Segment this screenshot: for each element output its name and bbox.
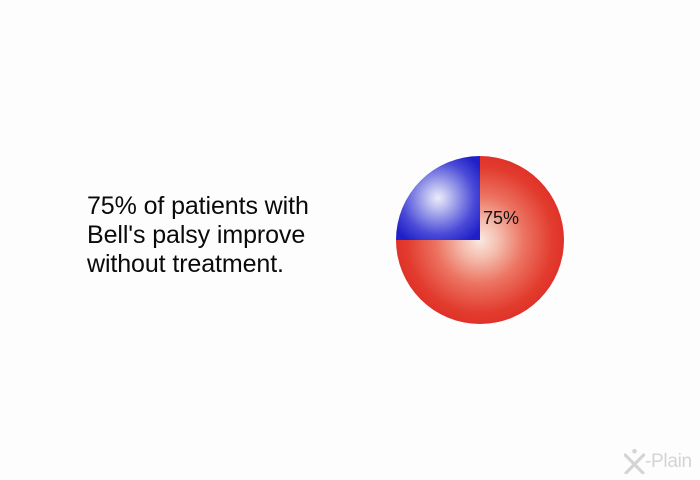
statement-text: 75% of patients with Bell's palsy improv… — [87, 192, 357, 279]
statement-line-3: without treatment. — [87, 250, 284, 278]
pie-chart: 75% — [396, 156, 564, 324]
pie-chart-svg — [396, 156, 564, 324]
pie-slice-no-improve — [396, 156, 480, 240]
x-plain-figure-logo-icon — [624, 448, 646, 474]
statement-line-2: Bell's palsy improve — [87, 221, 306, 249]
statement-line-1: 75% of patients with — [87, 192, 309, 220]
x-plain-watermark: -Plain — [624, 446, 698, 476]
watermark-brand-text: -Plain — [645, 450, 692, 472]
